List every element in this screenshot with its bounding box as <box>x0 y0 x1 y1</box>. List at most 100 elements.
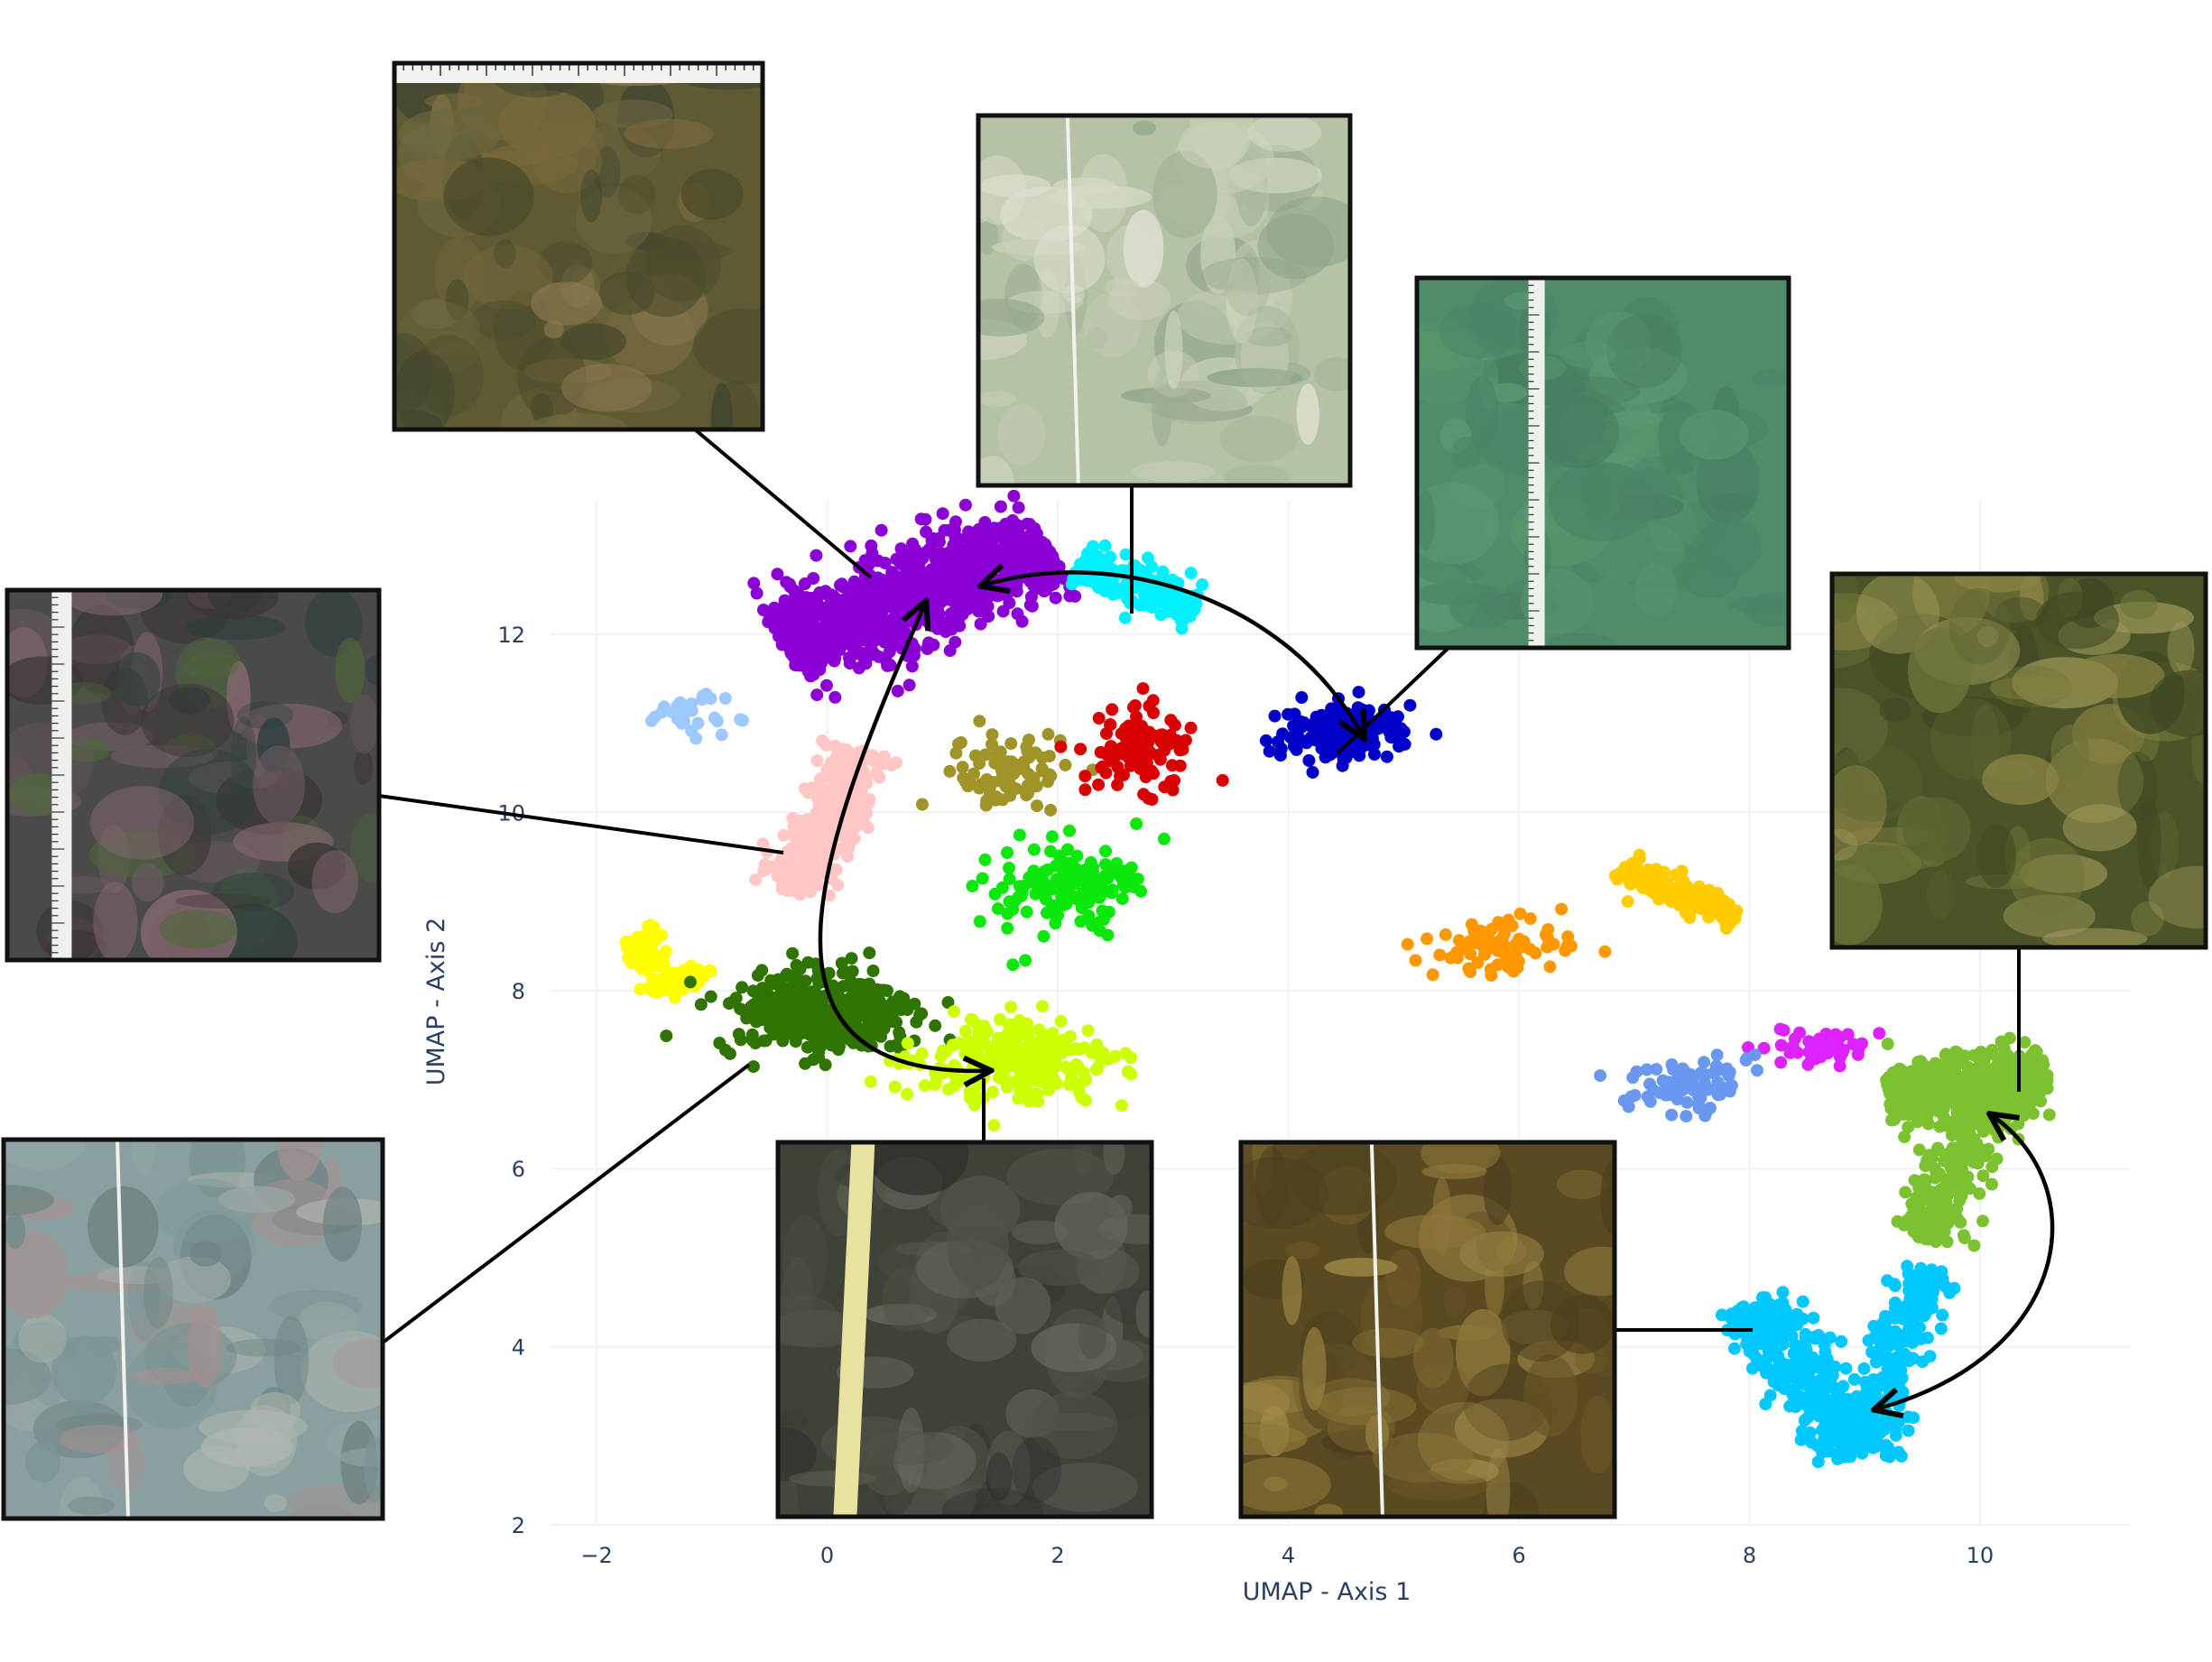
x-tick-label: 8 <box>1743 1543 1756 1568</box>
scatter-point <box>1893 1062 1906 1076</box>
scatter-point <box>1676 874 1689 888</box>
scatter-point <box>1337 753 1350 766</box>
scatter-point <box>1048 1035 1061 1048</box>
scatter-point <box>1916 1355 1930 1369</box>
scatter-point <box>1030 527 1043 540</box>
inset-frame <box>976 113 1353 488</box>
scatter-point <box>819 1029 832 1042</box>
scatter-point <box>1543 960 1557 974</box>
scatter-point <box>799 827 812 841</box>
scatter-point <box>1513 907 1527 920</box>
trajectory-arrows <box>818 572 2055 1408</box>
scatter-point <box>782 577 796 591</box>
scatter-point <box>723 1047 736 1060</box>
scatter-point <box>1671 884 1684 898</box>
scatter-point <box>1054 1014 1068 1028</box>
scatter-point <box>958 775 972 788</box>
scatter-point <box>1960 1068 1974 1082</box>
scatter-point <box>1110 857 1124 870</box>
scatter-point <box>646 984 660 998</box>
scatter-point <box>1392 710 1404 724</box>
scatter-point <box>1594 1069 1607 1083</box>
scatter-point <box>810 662 824 676</box>
seafloor-photo-texture <box>778 1142 1152 1517</box>
scatter-point <box>1800 1363 1813 1377</box>
scatter-point <box>830 993 844 1005</box>
scatter-point <box>864 597 877 611</box>
scatter-point <box>1905 1272 1919 1286</box>
inset-frame <box>1238 1140 1617 1519</box>
scatter-point <box>1921 1117 1935 1131</box>
scatter-point <box>1912 1143 1926 1157</box>
scatter-point <box>777 863 791 876</box>
scatter-point <box>655 706 669 719</box>
scatter-point <box>1011 519 1024 531</box>
scatter-point <box>828 602 842 615</box>
scatter-point <box>1813 1400 1827 1414</box>
scatter-point <box>1097 885 1110 899</box>
scatter-point <box>782 884 795 898</box>
scatter-point <box>1751 1333 1763 1346</box>
scatter-point <box>1799 1378 1811 1391</box>
scatter-point <box>1979 1103 1993 1116</box>
scatter-point <box>825 812 838 826</box>
scatter-point <box>1295 691 1309 704</box>
scatter-point <box>757 864 771 878</box>
scatter-point <box>1888 1296 1902 1309</box>
scatter-point <box>1894 1449 1908 1463</box>
scatter-point <box>844 540 857 553</box>
scatter-point <box>1929 1208 1942 1222</box>
scatter-point <box>764 993 778 1007</box>
scatter-point <box>847 832 861 845</box>
scatter-point <box>1403 698 1417 712</box>
scatter-point <box>1811 1042 1825 1056</box>
inset-frame <box>1 1137 385 1521</box>
scatter-point <box>1065 889 1078 902</box>
scatter-point <box>822 966 836 980</box>
scatter-point <box>1319 721 1332 734</box>
scatter-point <box>1710 903 1724 917</box>
x-tick-label: −2 <box>580 1543 612 1568</box>
scatter-point <box>816 734 828 747</box>
scatter-point <box>1865 1429 1879 1443</box>
survey-line-icon <box>1369 1142 1384 1517</box>
scatter-point <box>945 522 958 536</box>
scatter-point <box>789 865 801 879</box>
scatter-point <box>863 623 876 636</box>
scatter-point <box>662 981 675 994</box>
y-axis-title: UMAP - Axis 2 <box>422 918 450 1086</box>
scatter-point <box>1905 1076 1919 1089</box>
scatter-point <box>662 969 675 983</box>
scatter-point <box>1175 622 1189 635</box>
scatter-point <box>1517 935 1531 948</box>
scatter-point <box>1852 1042 1865 1056</box>
y-tick-label: 4 <box>512 1335 525 1361</box>
scatter-point <box>1976 1214 1989 1228</box>
scatter-point <box>793 601 806 614</box>
scatter-point <box>1633 848 1646 862</box>
scatter-point <box>1024 1043 1038 1057</box>
scatter-point <box>1409 954 1422 967</box>
scatter-point <box>2032 1086 2046 1100</box>
scatter-point <box>1044 803 1058 817</box>
scatter-point <box>1805 1400 1819 1414</box>
scatter-point <box>790 958 803 972</box>
scatter-point <box>836 638 849 651</box>
scatter-point <box>940 570 954 584</box>
scatter-point <box>813 627 827 641</box>
double-arrow-icon <box>818 604 988 1071</box>
scatter-point <box>862 797 875 810</box>
scatter-point <box>1625 856 1639 870</box>
scatter-point <box>1077 887 1090 900</box>
scatter-point <box>901 1037 914 1050</box>
cluster-gold <box>1609 848 1744 935</box>
scatter-point <box>1891 1416 1904 1429</box>
scatter-point <box>1911 1056 1925 1069</box>
scatter-point <box>1776 1286 1790 1299</box>
scatter-point <box>1509 948 1522 962</box>
scatter-point <box>1799 1327 1812 1341</box>
scatter-point <box>880 592 893 605</box>
scatter-point <box>976 872 989 885</box>
scatter-point <box>1152 749 1165 762</box>
scatter-point <box>1879 1378 1893 1390</box>
